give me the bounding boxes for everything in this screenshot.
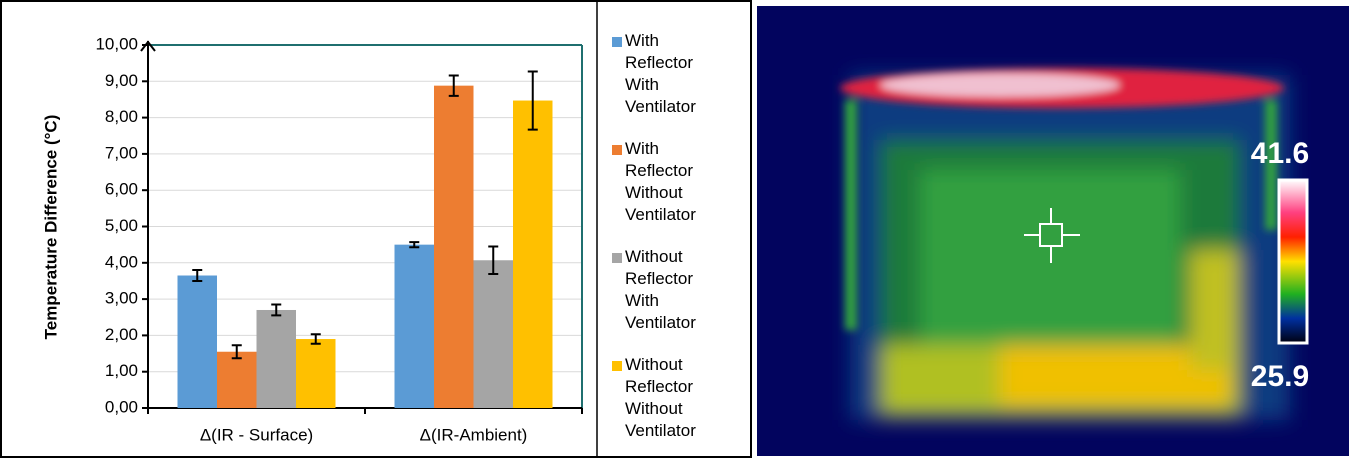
- y-tick-label: 6,00: [105, 180, 138, 199]
- y-tick-label: 2,00: [105, 325, 138, 344]
- legend-swatch: [612, 145, 622, 155]
- y-tick-label: 10,00: [95, 34, 138, 53]
- bar: [178, 276, 218, 408]
- y-tick-label: 3,00: [105, 289, 138, 308]
- legend-swatch: [612, 361, 622, 371]
- legend-label: With Reflector Without Ventilator: [625, 138, 725, 226]
- y-axis-title: Temperature Difference (°C): [41, 115, 60, 340]
- legend-label: With Reflector With Ventilator: [625, 30, 725, 118]
- bar: [513, 101, 553, 408]
- legend-item: Without Reflector With Ventilator: [612, 246, 747, 334]
- x-tick-label: Δ(IR - Surface): [200, 425, 313, 444]
- bar: [395, 245, 435, 408]
- legend-item: With Reflector Without Ventilator: [612, 138, 747, 226]
- bar: [474, 260, 514, 408]
- legend-swatch: [612, 37, 622, 47]
- y-tick-label: 9,00: [105, 71, 138, 90]
- thermal-image: 41.6 25.9: [757, 6, 1349, 456]
- y-tick-label: 8,00: [105, 107, 138, 126]
- scale-max-label: 41.6: [1251, 137, 1309, 170]
- y-tick-label: 4,00: [105, 252, 138, 271]
- y-tick-label: 1,00: [105, 361, 138, 380]
- color-scale: [1279, 180, 1307, 343]
- y-tick-label: 7,00: [105, 143, 138, 162]
- legend-label: Without Reflector With Ventilator: [625, 246, 725, 334]
- x-tick-label: Δ(IR-Ambient): [420, 425, 528, 444]
- legend-item: Without Reflector Without Ventilator: [612, 354, 747, 442]
- y-tick-label: 0,00: [105, 397, 138, 416]
- legend-label: Without Reflector Without Ventilator: [625, 354, 725, 442]
- page: 0,00 1,00 2,00 3,00 4,00 5,00 6,00 7,00 8,00 9,00…: [0, 0, 1349, 459]
- bar: [217, 352, 257, 408]
- scale-min-label: 25.9: [1251, 360, 1309, 393]
- bar: [296, 339, 336, 408]
- legend-swatch: [612, 253, 622, 263]
- bar: [257, 310, 297, 408]
- thermal-heat: [850, 75, 1290, 420]
- legend-item: With Reflector With Ventilator: [612, 30, 747, 118]
- bar: [434, 86, 474, 408]
- legend: With Reflector With Ventilator With Refle…: [612, 30, 747, 462]
- y-tick-label: 5,00: [105, 216, 138, 235]
